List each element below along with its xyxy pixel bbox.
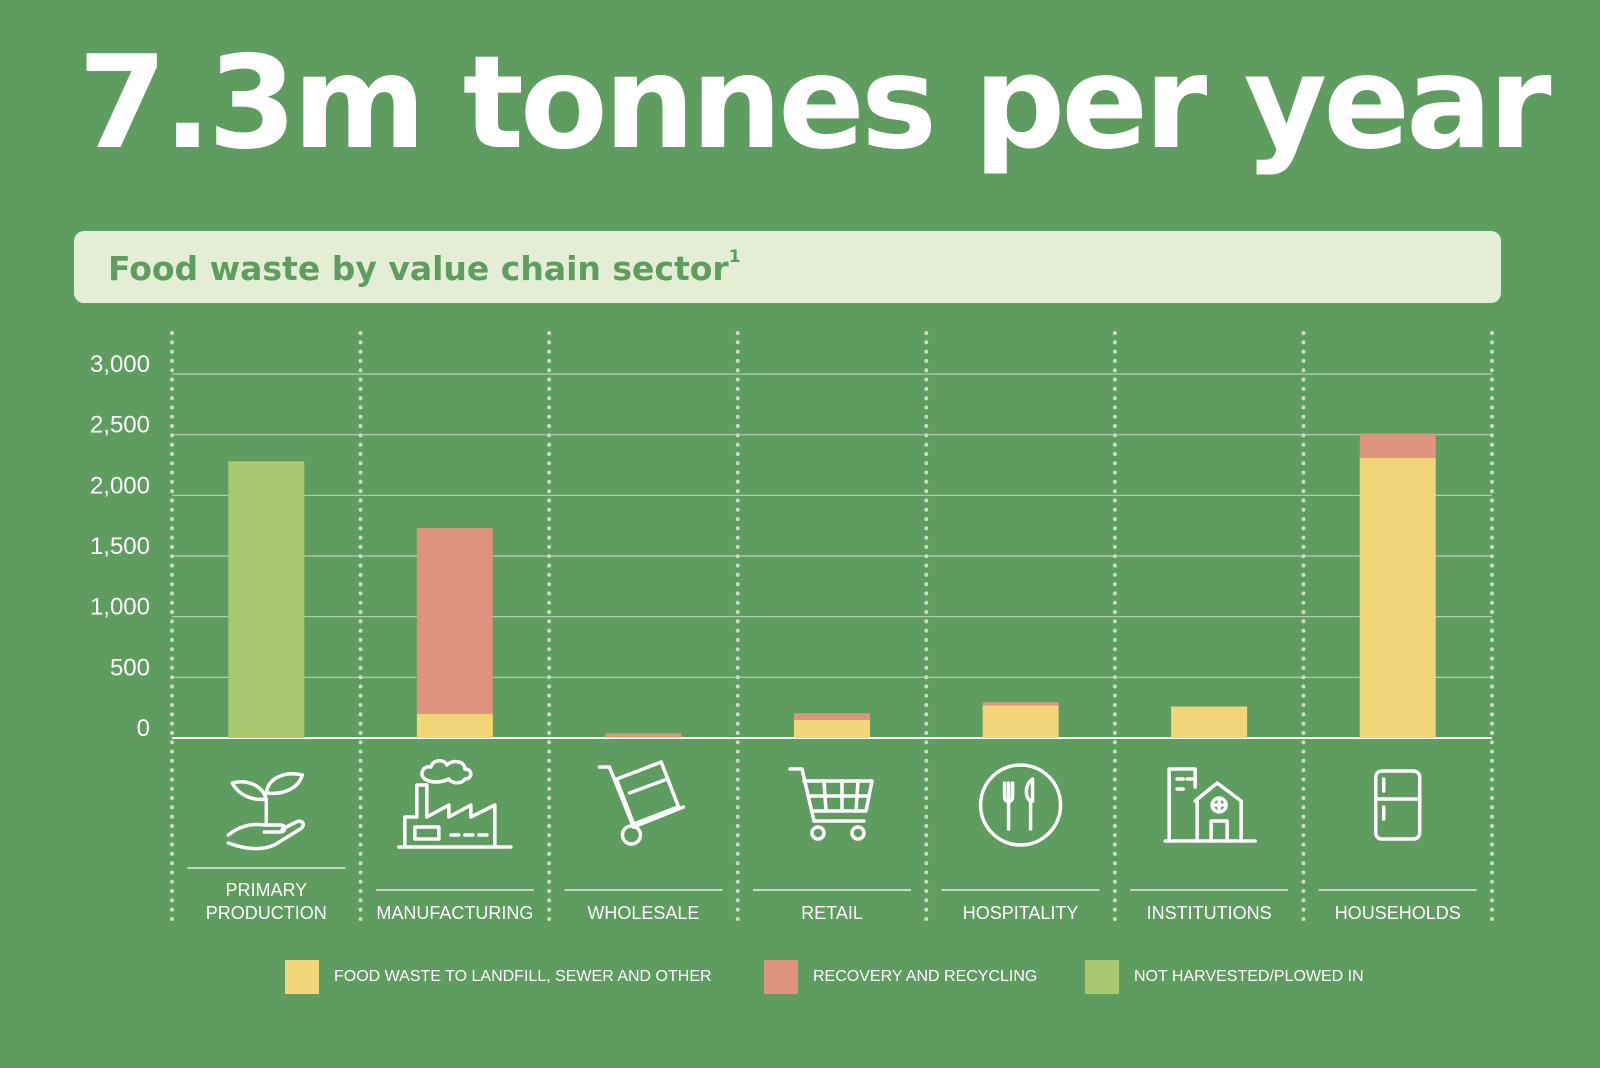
category-label: HOUSEHOLDS (1335, 903, 1461, 923)
plate-fork-knife-icon (978, 763, 1063, 847)
icon-stroke (230, 780, 269, 802)
icon-wheel (810, 825, 826, 841)
factory-icon (397, 759, 513, 849)
bar-segment (1359, 457, 1436, 738)
legend-swatch-recovery (764, 960, 798, 994)
icon-stroke (1002, 781, 1015, 831)
chart-subtitle: Food waste by value chain sector1 (108, 247, 741, 288)
column-separators (170, 331, 1494, 924)
legend-item-landfill: FOOD WASTE TO LANDFILL, SEWER AND OTHER (285, 960, 712, 994)
icon-stroke (1175, 777, 1195, 791)
icon-stroke (1209, 819, 1229, 843)
icon-stroke (226, 819, 305, 851)
y-tick-label: 1,500 (90, 533, 150, 560)
y-tick-label: 0 (137, 715, 150, 742)
icon-stroke (413, 825, 441, 841)
icon-stroke (1024, 777, 1035, 831)
icon-stroke (1213, 799, 1225, 811)
legend-swatch-landfill (285, 960, 319, 994)
icon-stroke (627, 777, 670, 795)
icon-stroke (1193, 781, 1243, 843)
icon-fridge-body (1373, 769, 1422, 841)
icon-stroke (403, 783, 429, 849)
bar-segment (416, 713, 493, 738)
icon-stroke (226, 822, 287, 837)
y-tick-label: 500 (110, 654, 150, 681)
legend-label-landfill: FOOD WASTE TO LANDFILL, SEWER AND OTHER (334, 968, 712, 985)
category-label: PRODUCTION (206, 903, 327, 923)
bar-segment (1359, 433, 1436, 458)
bars (228, 433, 1436, 738)
gridlines (172, 373, 1492, 739)
icon-stroke (631, 805, 686, 829)
y-tick-label: 1,000 (90, 594, 150, 621)
icon-stroke (1167, 767, 1197, 843)
legend-label-recovery: RECOVERY AND RECYCLING (813, 968, 1038, 985)
y-tick-label: 3,000 (90, 351, 150, 378)
icon-stroke (822, 779, 860, 813)
category-icons (226, 759, 1422, 851)
category-label: HOSPITALITY (963, 903, 1079, 923)
y-tick-label: 2,500 (90, 412, 150, 439)
shopping-cart-icon (788, 767, 874, 841)
y-tick-label: 2,000 (90, 472, 150, 499)
bar-segment (228, 461, 305, 738)
icon-stroke (425, 803, 497, 849)
icon-box (614, 760, 681, 826)
footnote-marker: 1 (728, 247, 741, 267)
category-label: INSTITUTIONS (1147, 903, 1272, 923)
icon-plate (978, 763, 1063, 847)
bar-segment (982, 702, 1059, 706)
bar-segment (416, 528, 493, 714)
icon-stroke (420, 759, 473, 785)
category-label: PRIMARY (225, 880, 307, 900)
refrigerator-icon (1373, 769, 1422, 841)
headline: 7.3m tonnes per year (78, 29, 1551, 178)
bar-segment (982, 705, 1059, 738)
bar-segment (794, 713, 870, 720)
chart-subtitle-text: Food waste by value chain sector (108, 249, 729, 288)
hospital-building-icon (1163, 767, 1257, 843)
icon-cross (1210, 796, 1228, 814)
subtitle-box: Food waste by value chain sector1 (74, 231, 1501, 303)
legend-swatch-not-harvested (1085, 960, 1119, 994)
legend-item-recovery: RECOVERY AND RECYCLING (764, 960, 1037, 994)
category-label: RETAIL (801, 903, 863, 923)
icon-wheel (850, 825, 866, 841)
category-label: WHOLESALE (587, 903, 699, 923)
legend-item-not-harvested: NOT HARVESTED/PLOWED IN (1085, 960, 1364, 994)
bar-segment (605, 733, 682, 737)
icon-stroke (264, 772, 305, 796)
category-label: MANUFACTURING (376, 903, 533, 923)
category-labels: PRIMARY PRODUCTION MANUFACTURING WHOLESALE R… (187, 867, 1477, 923)
y-axis-ticks: 0 500 1,000 1,500 2,000 2,500 3,000 (90, 351, 150, 742)
bar-segment (1171, 706, 1248, 738)
hand-truck-icon (597, 760, 686, 846)
icon-wheel (620, 824, 643, 846)
bar-segment (605, 736, 682, 738)
plant-in-hand-icon (226, 772, 305, 851)
bar-segment (794, 719, 870, 738)
legend-label-not-harvested: NOT HARVESTED/PLOWED IN (1134, 968, 1364, 985)
